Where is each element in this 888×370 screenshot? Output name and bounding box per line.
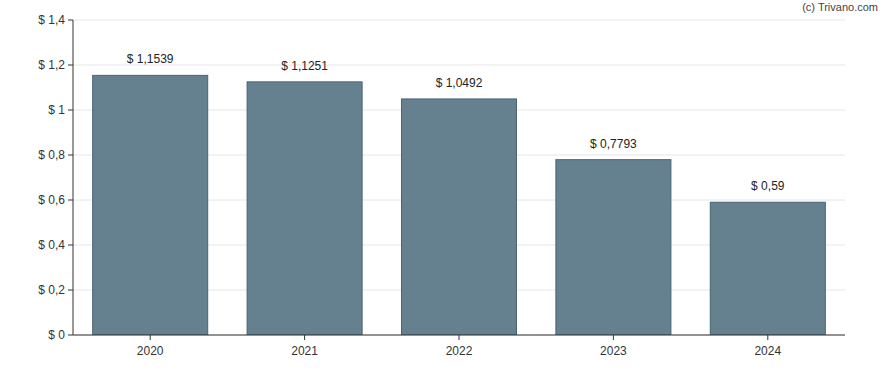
y-tick-label: $ 0 <box>48 328 65 342</box>
x-tick-label: 2022 <box>446 344 473 358</box>
data-label: $ 1,0492 <box>436 76 483 90</box>
y-tick <box>68 110 73 111</box>
x-tick-label: 2020 <box>137 344 164 358</box>
bars <box>93 75 826 335</box>
x-tick-label: 2024 <box>754 344 781 358</box>
x-axis <box>73 335 845 336</box>
chart-container: $ 0 $ 0,2 $ 0,4 $ 0,6 $ 0,8 $ 1 $ 1,2 $ 1,4 $ 1,… <box>0 0 888 370</box>
x-tick <box>767 335 768 340</box>
x-tick <box>613 335 614 340</box>
x-tick-label: 2023 <box>600 344 627 358</box>
x-tick <box>459 335 460 340</box>
y-tick <box>68 65 73 66</box>
y-tick-label: $ 0,6 <box>38 193 65 207</box>
annotation: (c) Trivano.com <box>802 1 878 13</box>
bar <box>93 75 208 335</box>
y-axis <box>73 20 74 335</box>
y-tick-label: $ 1 <box>48 103 65 117</box>
y-tick-label: $ 0,4 <box>38 238 65 252</box>
x-tick-label: 2021 <box>291 344 318 358</box>
y-tick-label: $ 1,4 <box>38 13 65 27</box>
x-tick <box>304 335 305 340</box>
y-tick <box>68 335 73 336</box>
y-tick <box>68 155 73 156</box>
data-label: $ 0,7793 <box>590 137 637 151</box>
grid-line <box>73 335 845 336</box>
data-label: $ 1,1539 <box>127 52 174 66</box>
y-tick-label: $ 1,2 <box>38 58 65 72</box>
bar <box>556 160 671 335</box>
data-label: $ 0,59 <box>751 179 785 193</box>
x-tick <box>150 335 151 340</box>
chart-svg: $ 0 $ 0,2 $ 0,4 $ 0,6 $ 0,8 $ 1 $ 1,2 $ 1,4 $ 1,… <box>0 0 888 370</box>
labels: $ 1,1539 $ 1,1251 $ 1,0492 $ 0,7793 $ 0,59 <box>127 52 785 193</box>
y-tick <box>68 20 73 21</box>
grid-line <box>73 65 845 66</box>
bar <box>710 202 825 335</box>
y-tick <box>68 200 73 201</box>
grid-line <box>73 20 845 21</box>
y-tick <box>68 245 73 246</box>
data-label: $ 1,1251 <box>281 59 328 73</box>
bar <box>247 82 362 335</box>
y-tick <box>68 290 73 291</box>
bar <box>401 99 516 335</box>
y-tick-label: $ 0,8 <box>38 148 65 162</box>
y-tick-label: $ 0,2 <box>38 283 65 297</box>
